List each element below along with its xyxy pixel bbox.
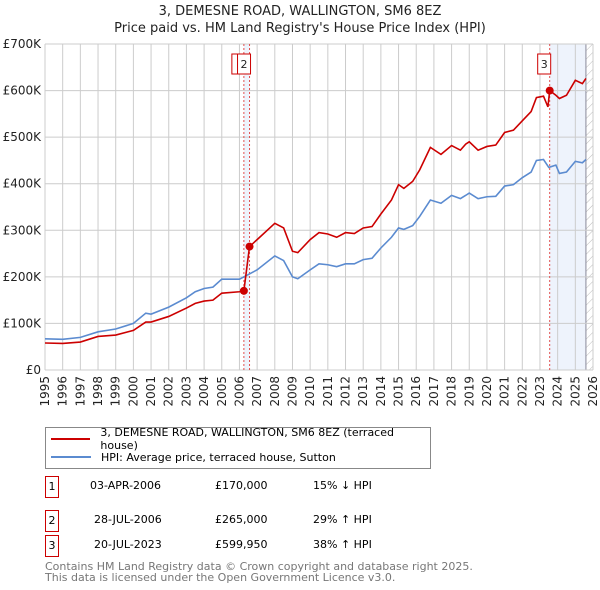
x-tick-label: 2003 [179,376,193,407]
x-tick-label: 2009 [285,376,299,407]
sale-label-text: 2 [241,58,248,71]
sale-row: 1 03-APR-2006 £170,000 15% ↓ HPI [45,476,445,498]
sale-label-box [237,53,252,75]
legend-swatch-hpi [51,456,91,458]
sale-row: 3 20-JUL-2023 £599,950 38% ↑ HPI [45,535,445,557]
legend-label-property: 3, DEMESNE ROAD, WALLINGTON, SM6 8EZ (te… [100,426,394,452]
legend: 3, DEMESNE ROAD, WALLINGTON, SM6 8EZ (te… [45,426,431,469]
x-tick-label: 2016 [409,376,423,407]
sale-date: 20-JUL-2023 [94,538,162,551]
x-tick-label: 2005 [215,376,229,407]
y-tick-label: £500K [3,130,43,144]
x-tick-label: 2007 [250,376,264,407]
x-tick-label: 2017 [427,376,441,407]
sale-point [545,86,554,95]
x-tick-label: 2013 [356,376,370,407]
x-tick-label: 1998 [91,376,105,407]
sale-hpi-diff: 15% ↓ HPI [313,479,372,492]
sale-marker-label: 3 [45,535,59,557]
x-tick-label: 2015 [392,376,406,407]
x-tick-label: 2021 [498,376,512,407]
chart-title: 3, DEMESNE ROAD, WALLINGTON, SM6 8EZ [158,4,442,19]
x-tick-label: 1997 [73,376,87,407]
y-tick-label: £0 [26,363,41,377]
x-tick-label: 2008 [268,376,282,407]
x-tick-label: 2026 [586,376,600,407]
sale-point [245,242,254,251]
sale-date: 28-JUL-2006 [94,513,162,526]
x-tick-label: 1996 [56,376,70,407]
sale-label-text: 3 [541,58,548,71]
chart-subtitle: Price paid vs. HM Land Registry's House … [114,21,486,36]
x-tick-label: 2011 [321,376,335,407]
legend-label-hpi: HPI: Average price, terraced house, Sutt… [101,450,336,464]
sale-price: £265,000 [215,513,268,526]
sale-marker-label: 1 [45,476,59,498]
x-tick-label: 1999 [109,376,123,407]
x-tick-label: 1995 [38,376,52,407]
y-tick-label: £600K [3,84,43,98]
x-tick-label: 2002 [162,376,176,407]
sale-hpi-diff: 38% ↑ HPI [313,538,372,551]
x-tick-label: 2025 [568,376,582,407]
sale-hpi-diff: 29% ↑ HPI [313,513,372,526]
x-tick-label: 2018 [445,376,459,407]
x-tick-label: 2004 [197,376,211,407]
x-tick-label: 2022 [515,376,529,407]
hatched-region [585,44,593,370]
x-tick-label: 2000 [126,376,140,407]
property-line [44,78,587,345]
legend-swatch-property [51,438,91,440]
sale-price: £170,000 [215,479,268,492]
x-tick-label: 2023 [533,376,547,407]
sale-date: 03-APR-2006 [90,479,162,492]
y-tick-label: £700K [3,37,43,51]
x-tick-label: 2006 [232,376,246,407]
sale-marker-label: 2 [45,510,59,532]
hpi-line [44,158,587,341]
x-tick-label: 2020 [480,376,494,407]
y-tick-label: £200K [3,270,43,284]
y-tick-label: £400K [3,177,43,191]
sale-point [239,286,248,295]
forecast-shade [549,44,586,370]
footer-copyright: Contains HM Land Registry data © Crown c… [45,560,473,573]
x-tick-label: 2014 [374,376,388,407]
footer-licence: This data is licensed under the Open Gov… [45,571,396,584]
sale-label-box [537,53,552,75]
sale-band [243,44,250,370]
x-tick-label: 2010 [303,376,317,407]
y-tick-label: £100K [3,316,43,330]
x-tick-label: 2001 [144,376,158,407]
sale-price: £599,950 [215,538,268,551]
plot-area: 1995 1996 1997 1998 1999 2000 2001 2002 2003 2004… [3,37,600,407]
x-tick-label: 2024 [551,376,565,407]
x-tick-label: 2019 [462,376,476,407]
y-tick-label: £300K [3,223,43,237]
x-tick-label: 2012 [339,376,353,407]
sale-row: 2 28-JUL-2006 £265,000 29% ↑ HPI [45,510,445,532]
